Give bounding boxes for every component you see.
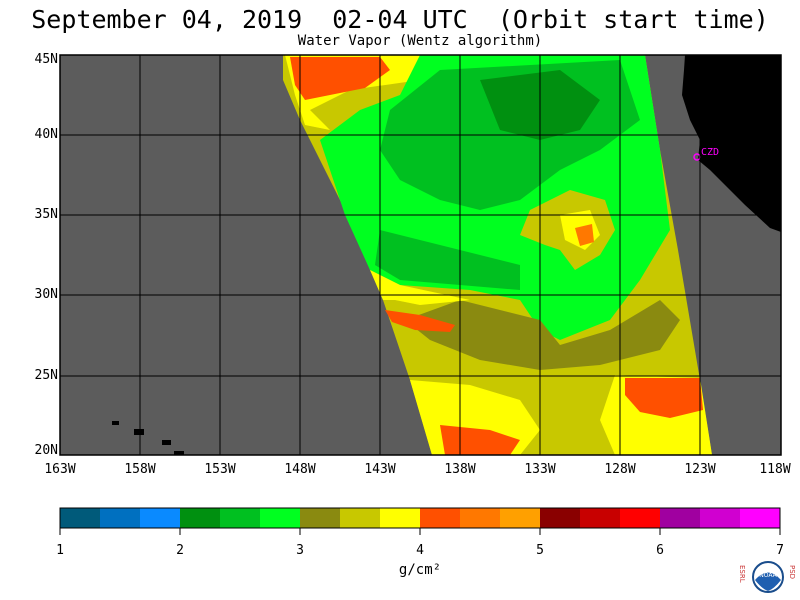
colorbar-swatch <box>460 508 501 528</box>
colorbar-swatch <box>540 508 581 528</box>
orange-west-streak <box>385 310 455 332</box>
colorbar-label-6: 6 <box>656 543 664 558</box>
lat-label-25n: 25N <box>34 368 58 383</box>
map-subtitle: Water Vapor (Wentz algorithm) <box>297 33 543 49</box>
colorbar-swatch <box>660 508 701 528</box>
colorbar-label-1: 1 <box>56 543 64 558</box>
colorbar-swatch <box>260 508 301 528</box>
lon-label-123w: 123W <box>684 462 716 477</box>
colorbar-swatch <box>220 508 261 528</box>
noaa-logo: NOAA ESRL PSD <box>738 561 796 593</box>
lat-label-45n: 45N <box>34 52 58 67</box>
colorbar-swatch <box>420 508 461 528</box>
land-california <box>682 55 781 232</box>
lon-label-163w: 163W <box>44 462 76 477</box>
colorbar-swatch <box>60 508 101 528</box>
lat-label-35n: 35N <box>34 207 58 222</box>
lon-label-143w: 143W <box>364 462 396 477</box>
esrl-letters: ESRL <box>738 565 746 583</box>
olive-band <box>405 300 680 370</box>
lon-label-153w: 153W <box>204 462 236 477</box>
lat-label-20n: 20N <box>34 443 58 458</box>
map-title: September 04, 2019 02-04 UTC (Orbit star… <box>31 5 769 34</box>
grid <box>60 55 781 455</box>
colorbar-swatch <box>340 508 381 528</box>
island <box>174 451 184 455</box>
colorbar-label-3: 3 <box>296 543 304 558</box>
noaa-logo-text: NOAA <box>759 572 777 579</box>
island <box>162 440 171 445</box>
colorbar-units: g/cm² <box>398 562 442 578</box>
noaa-logo-bird <box>755 572 781 591</box>
colorbar-label-7: 7 <box>776 543 784 558</box>
lon-label-133w: 133W <box>524 462 556 477</box>
colorbar-swatch <box>500 508 541 528</box>
island <box>134 429 144 435</box>
yellow-west-band <box>370 270 470 305</box>
colorbar-swatch <box>300 508 341 528</box>
colorbar-label-4: 4 <box>416 543 424 558</box>
green-lower-band <box>375 230 520 290</box>
swath-orange-top <box>290 57 390 100</box>
colorbar-swatch <box>380 508 421 528</box>
colorbar-swatch <box>100 508 141 528</box>
island <box>112 421 119 425</box>
colorbar-label-2: 2 <box>176 543 184 558</box>
colorbar-swatch <box>620 508 661 528</box>
colorbar-swatch <box>700 508 741 528</box>
lon-label-148w: 148W <box>284 462 316 477</box>
map-frame <box>59 54 782 456</box>
lon-label-128w: 128W <box>604 462 636 477</box>
colorbar-swatch <box>580 508 621 528</box>
orange-south-east <box>625 378 703 418</box>
colorbar-swatch <box>740 508 781 528</box>
psd-letters: PSD <box>788 565 796 579</box>
station-label: CZD <box>701 147 719 158</box>
colorbar-swatch <box>180 508 221 528</box>
moist-core-orange <box>575 224 594 246</box>
lon-label-158w: 158W <box>124 462 156 477</box>
lon-label-138w: 138W <box>444 462 476 477</box>
colorbar <box>60 508 781 528</box>
colorbar-label-5: 5 <box>536 543 544 558</box>
lat-label-40n: 40N <box>34 127 58 142</box>
colorbar-ticks <box>59 528 781 535</box>
lat-label-30n: 30N <box>34 287 58 302</box>
colorbar-swatch <box>140 508 181 528</box>
lon-label-118w: 118W <box>759 462 791 477</box>
